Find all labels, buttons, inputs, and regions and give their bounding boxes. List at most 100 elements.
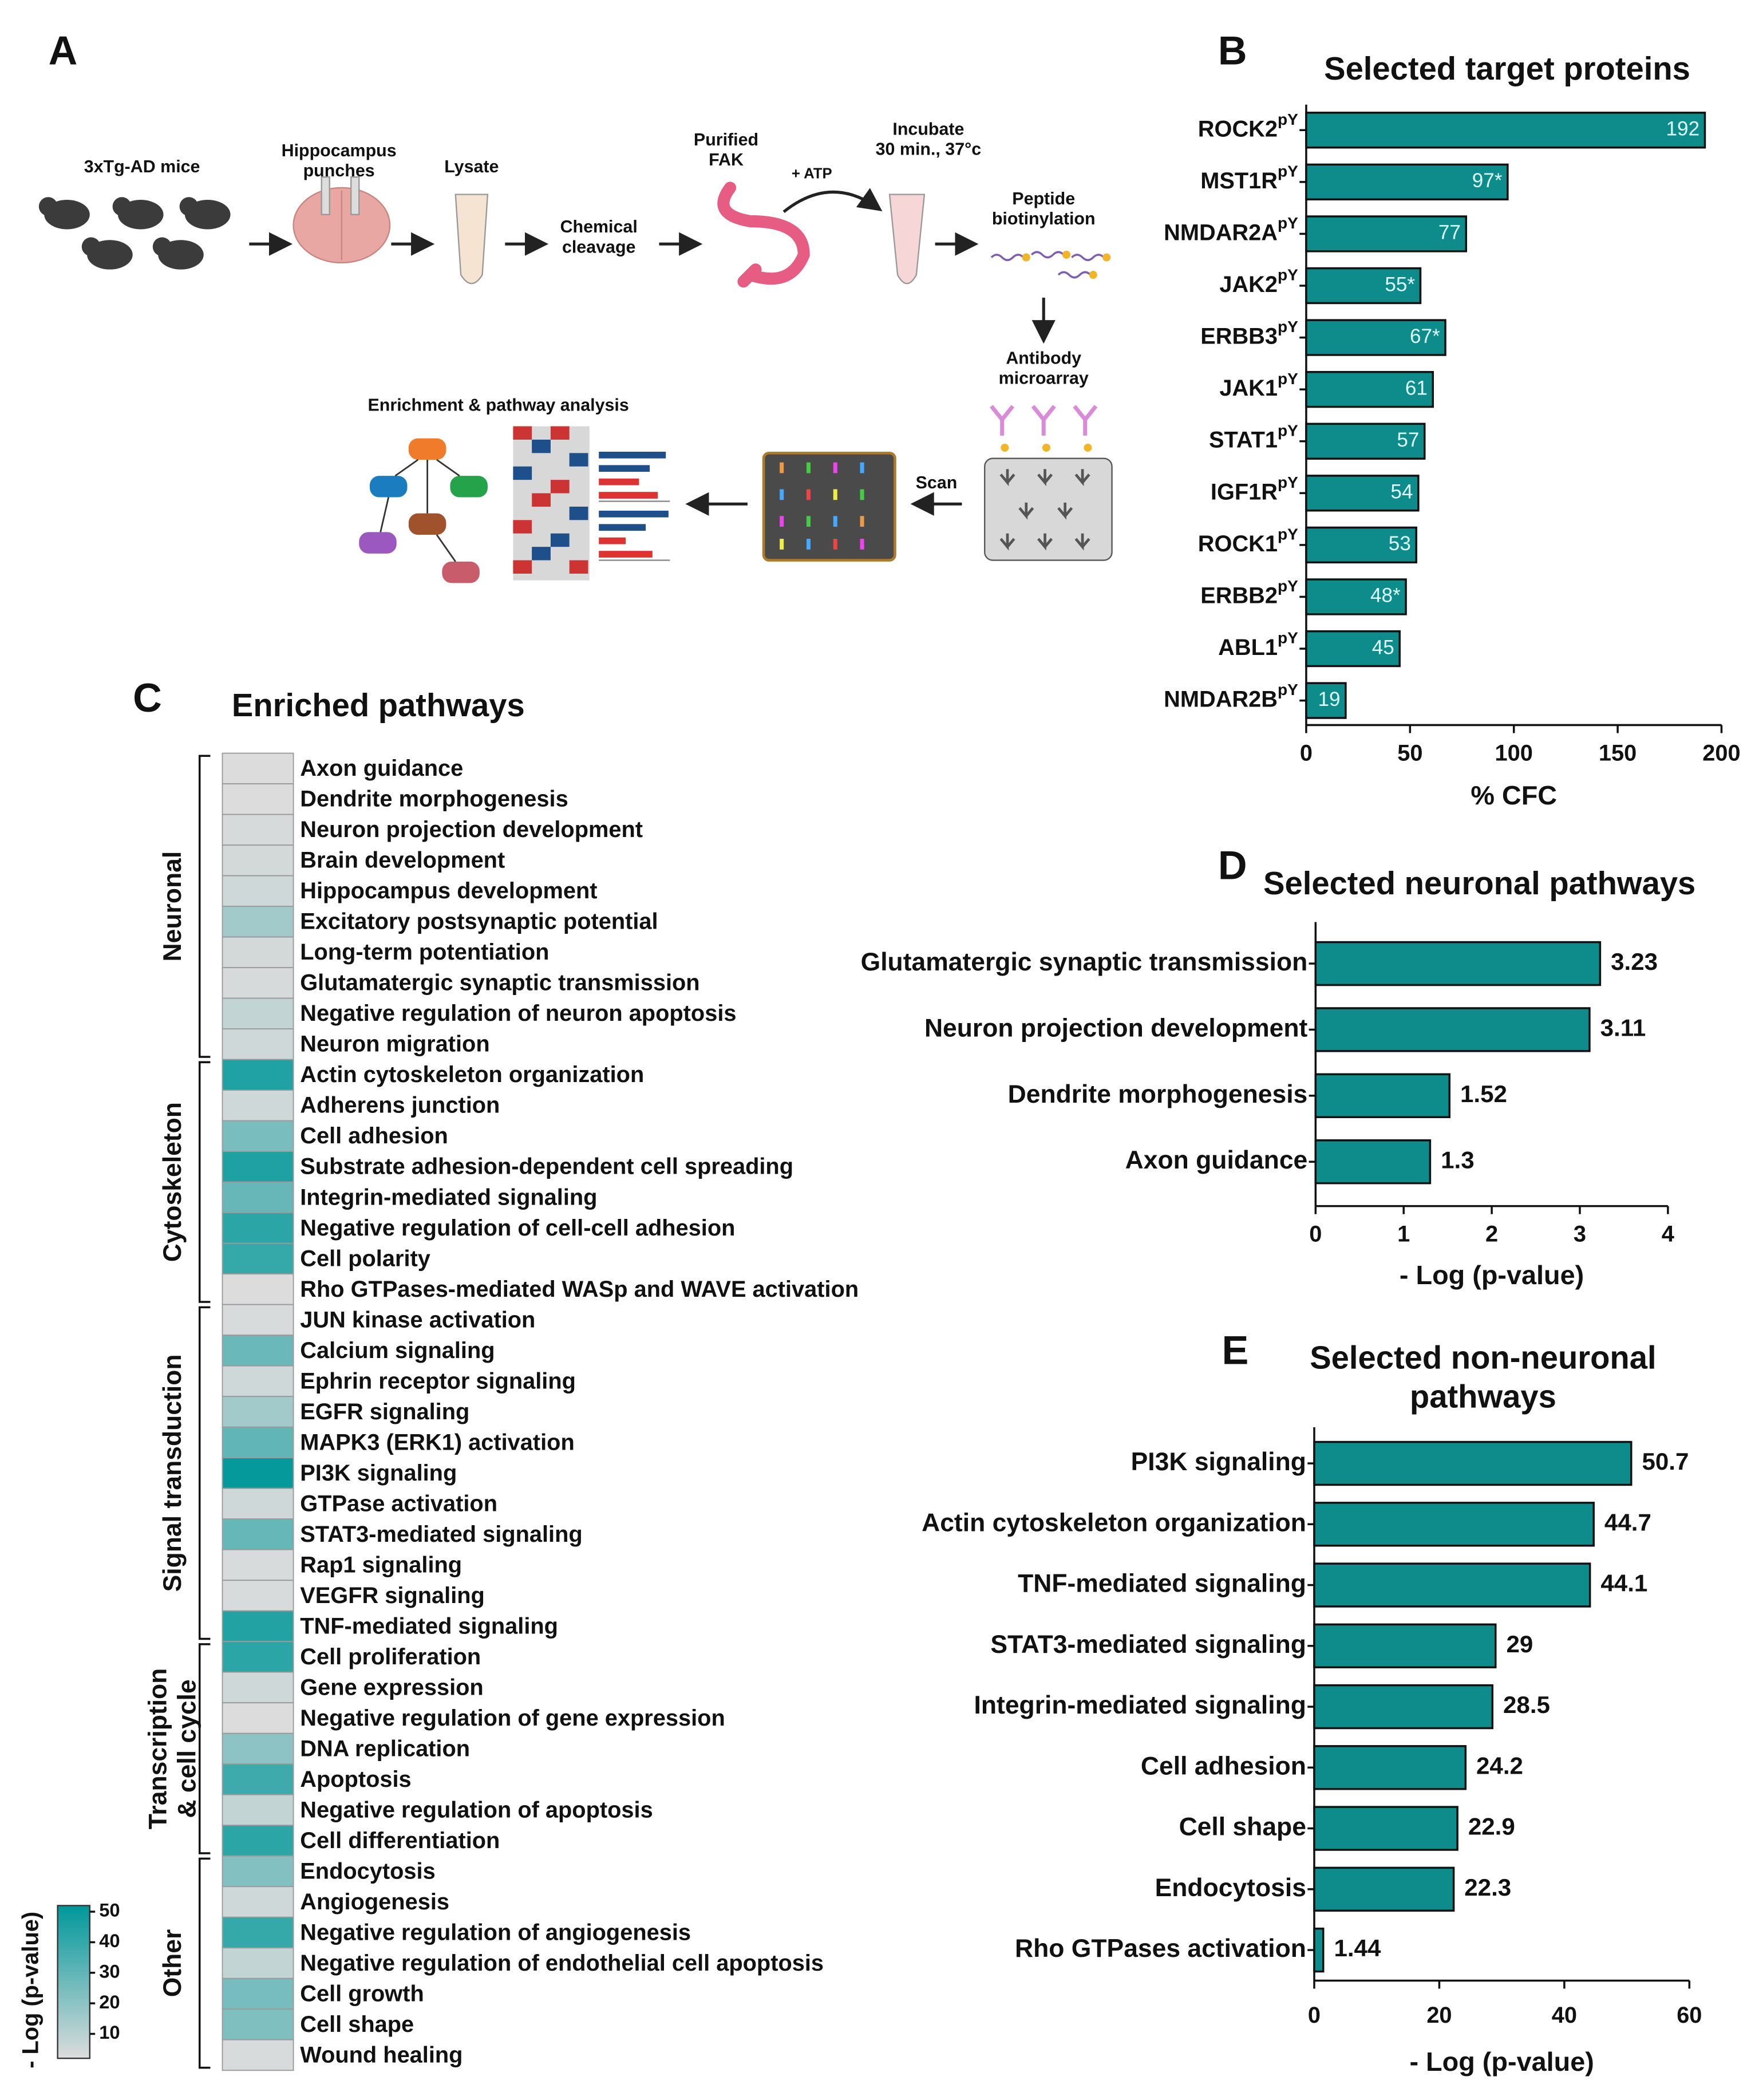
value-label: 77 [1438,222,1461,244]
step-label: Hippocampus [282,141,397,160]
row-label: Negative regulation of apoptosis [300,1797,653,1822]
group-bracket [198,755,211,1058]
row-label: MAPK3 (ERK1) activation [300,1430,574,1455]
step-label: microarray [999,369,1089,388]
value-label: 1.44 [1334,1935,1381,1961]
group-label: & cell cycle [173,1679,201,1818]
row-label: Long-term potentiation [300,940,549,965]
step-label: cleavage [562,237,635,256]
y-tick-label: ERBB3pY [1200,318,1298,349]
row-label: Negative regulation of angiogenesis [300,1920,691,1945]
y-tick-label: Cell shape [1179,1813,1306,1841]
category: JAK1 [1219,376,1278,401]
value-label: 22.9 [1468,1813,1515,1840]
bar [1305,319,1446,356]
category: NMDAR2B [1164,686,1278,712]
x-tick-label: 0 [1309,1222,1322,1247]
heat-cell [222,1732,294,1765]
category-superscript: pY [1278,526,1298,543]
heat-cell [222,783,294,815]
workflow-art [38,176,1113,583]
value-label: 67* [1410,325,1440,348]
value-label: 192 [1666,118,1700,140]
row-label: DNA replication [300,1736,470,1761]
category: Cell adhesion [1141,1752,1306,1780]
y-tick-label: Axon guidance [1125,1146,1308,1174]
x-tick-label: 1 [1397,1222,1410,1247]
x-tick-label: 4 [1662,1222,1674,1247]
category: ERBB2 [1200,583,1278,608]
step-label: punches [303,161,375,180]
step-label: FAK [709,150,744,169]
heat-cell [222,1212,294,1244]
colorbar-label: - Log (p-value) [18,1912,44,2069]
heat-cell [222,875,294,907]
heat-cell [222,1335,294,1367]
row-label: Cell differentiation [300,1828,500,1853]
step-label: 3xTg-AD mice [84,157,200,176]
step-label: Incubate [892,119,964,139]
value-label: 61 [1405,377,1428,399]
bar [1313,1806,1458,1851]
bar [1314,941,1602,986]
y-tick-label: STAT1pY [1209,422,1298,452]
colorbar [57,1905,90,2059]
step-label: + ATP [792,165,832,181]
category: TNF-mediated signaling [1018,1569,1306,1597]
heat-cell [222,1457,294,1489]
row-label: Cell growth [300,1981,424,2006]
x-tick-label: 0 [1308,2003,1321,2028]
step-label: Lysate [444,157,499,176]
bar [1313,1745,1467,1790]
heat-cell [222,1855,294,1888]
group-label: Cytoskeleton [159,1102,187,1262]
value-label: 48* [1370,585,1401,607]
value-label: 24.2 [1476,1752,1523,1779]
heat-cell [222,1487,294,1520]
bar [1305,578,1407,615]
heat-cell [222,1120,294,1152]
heat-cell [222,1090,294,1122]
row-label: EGFR signaling [300,1399,469,1424]
heat-cell [222,1365,294,1398]
step-label: Purified [694,130,758,149]
colorbar-tick-label: 30 [99,1960,120,1981]
category: NMDAR2A [1164,220,1278,245]
category-superscript: pY [1278,629,1298,647]
colorbar-tick-label: 40 [99,1930,120,1951]
row-label: Negative regulation of gene expression [300,1706,725,1731]
heat-cell [222,1610,294,1643]
category: Endocytosis [1155,1874,1306,1902]
row-label: Negative regulation of endothelial cell … [300,1951,824,1976]
category: ABL1 [1218,635,1278,660]
step-label: Antibody [1006,349,1081,368]
y-tick-label: JAK2pY [1219,266,1298,297]
value-label: 29 [1506,1631,1533,1657]
bar [1305,215,1468,252]
heat-cell [222,1151,294,1183]
panel-letter: B [1218,27,1247,73]
row-label: Cell proliferation [300,1644,481,1669]
heat-cell [222,1181,294,1214]
bar [1305,630,1401,668]
heat-cell [222,1273,294,1305]
row-label: JUN kinase activation [300,1307,535,1332]
y-tick-label: Actin cytoskeleton organization [922,1509,1306,1537]
bar [1313,1684,1494,1730]
category-superscript: pY [1278,577,1298,595]
panel-letter: E [1222,1328,1248,1373]
panel-letter: D [1218,842,1247,887]
bar [1305,163,1509,201]
category-superscript: pY [1278,681,1298,699]
row-label: Gene expression [300,1675,483,1700]
category-superscript: pY [1278,473,1298,491]
y-tick-label: Glutamatergic synaptic transmission [861,948,1308,976]
group-bracket [198,1306,211,1640]
heat-cell [222,906,294,938]
heat-cell [222,1641,294,1673]
category: JAK2 [1219,272,1278,297]
row-label: Wound healing [300,2042,463,2067]
bar [1313,1927,1325,1973]
heat-cell [222,1059,294,1091]
y-tick-label: ROCK1pY [1198,526,1298,556]
